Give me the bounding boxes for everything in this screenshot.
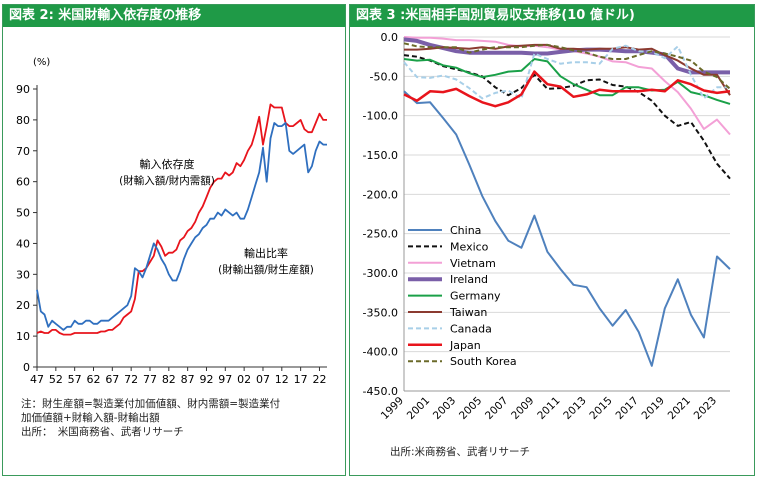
x-tick-label-15: 22 [312, 373, 326, 386]
y-tick-label-8: 80 [16, 114, 30, 127]
legend-label-taiwan: Taiwan [449, 306, 487, 319]
x-tick-label-6: 2011 [535, 395, 562, 422]
x-tick-label-9: 92 [199, 373, 213, 386]
note-line-3: 出所： 米国商務省、武者リサーチ [21, 426, 184, 438]
x-tick-label-7: 82 [162, 373, 176, 386]
x-tick-label-1: 52 [49, 373, 63, 386]
y-tick-label-0: 0.0 [381, 31, 399, 44]
y-tick-label-5: -250.0 [363, 228, 398, 241]
x-tick-label-10: 97 [218, 373, 232, 386]
y-tick-label-8: -400.0 [363, 346, 398, 359]
legend-label-mexico: Mexico [450, 240, 489, 253]
y-unit-label: (%) [33, 57, 50, 68]
x-tick-label-0: 47 [30, 373, 44, 386]
y-tick-label-5: 50 [16, 207, 30, 220]
series-line-mexico [403, 54, 731, 180]
y-tick-label-9: 90 [16, 83, 30, 96]
y-tick-label-6: 60 [16, 176, 30, 189]
panel-title-left: 図表 2: 米国財輸入依存度の推移 [3, 5, 345, 27]
y-tick-label-4: 40 [16, 237, 30, 250]
x-tick-label-12: 07 [256, 373, 270, 386]
y-tick-label-3: -150.0 [363, 149, 398, 162]
panel-trade-balance: 図表 3 :米国相手国別貿易収支推移(10 億ドル) 0.0 -50.0 -100.… [349, 4, 755, 476]
chart-trade-balance: 0.0 -50.0 -100.0 -150.0 -200.0 -250.0 -300.0 -3… [363, 31, 731, 422]
y-tick-label-3: 30 [16, 268, 30, 281]
x-tick-label-3: 2005 [457, 395, 484, 422]
x-tick-label-14: 17 [294, 373, 308, 386]
annotation-export-title: 輸出比率 [244, 246, 288, 260]
panel-import-dependency: 図表 2: 米国財輸入依存度の推移 (%) 0 10 20 30 40 50 60 70 80 90… [2, 4, 346, 476]
x-tick-label-13: 12 [275, 373, 289, 386]
note-line-2: 加価値額+財輸入額-財輸出額 [21, 412, 160, 424]
note-line-1: 注：財生産額=製造業付加価値額、財内需額=製造業付 [21, 398, 281, 410]
y-tick-label-6: -300.0 [363, 267, 398, 280]
y-tick-label-4: -200.0 [363, 188, 398, 201]
x-tick-label-8: 87 [181, 373, 195, 386]
annotation-export-subtitle: (財輸出額/財生産額) [218, 263, 314, 276]
annotation-import-title: 輸入依存度 [140, 157, 195, 171]
x-tick-label-8: 2015 [587, 395, 614, 422]
panel-title-right: 図表 3 :米国相手国別貿易収支推移(10 億ドル) [350, 5, 754, 27]
y-tick-label-9: -450.0 [363, 385, 398, 398]
legend-label-south-korea: South Korea [450, 355, 517, 368]
legend-label-germany: Germany [450, 290, 501, 303]
x-tick-label-3: 62 [86, 373, 100, 386]
legend-label-china: China [450, 224, 481, 237]
series-line-japan [403, 70, 731, 108]
series-line-ireland [403, 37, 730, 75]
series-line-import-dependency [36, 103, 327, 336]
y-tick-label-7: -350.0 [363, 306, 398, 319]
y-tick-label-2: -100.0 [363, 110, 398, 123]
x-tick-label-9: 2017 [613, 395, 640, 422]
series-line-export-ratio [36, 122, 327, 331]
x-tick-label-12: 2023 [692, 395, 719, 422]
x-tick-label-6: 77 [143, 373, 157, 386]
x-tick-label-10: 2019 [640, 395, 667, 422]
x-tick-label-11: 02 [237, 373, 251, 386]
legend-label-canada: Canada [450, 322, 492, 335]
legend-label-japan: Japan [449, 339, 481, 352]
x-tick-label-4: 67 [105, 373, 119, 386]
x-tick-label-11: 2021 [666, 395, 693, 422]
series-line-taiwan [404, 43, 731, 96]
y-tick-label-1: -50.0 [370, 70, 398, 83]
x-tick-label-7: 2013 [561, 395, 588, 422]
x-tick-label-2: 2003 [431, 395, 458, 422]
x-tick-label-5: 2009 [509, 395, 536, 422]
left-notes: 注：財生産額=製造業付加価値額、財内需額=製造業付 加価値額+財輸入額-財輸出額… [21, 397, 339, 439]
y-tick-label-0: 0 [23, 361, 30, 374]
y-tick-label-2: 20 [16, 299, 30, 312]
series-line-china [403, 90, 731, 367]
legend-label-ireland: Ireland [450, 273, 488, 286]
right-source: 出所:米商務省、武者リサーチ [390, 446, 531, 458]
series-line-canada [403, 44, 730, 100]
x-tick-label-0: 1999 [379, 395, 406, 422]
x-tick-label-1: 2001 [405, 395, 432, 422]
legend-label-vietnam: Vietnam [450, 257, 496, 270]
x-tick-label-2: 57 [68, 373, 82, 386]
x-tick-label-4: 2007 [483, 395, 510, 422]
annotation-import-subtitle: (財輸入額/財内需額) [119, 174, 215, 187]
x-tick-label-5: 72 [124, 373, 138, 386]
y-tick-label-7: 70 [16, 145, 30, 158]
chart-import-dependency: (%) 0 10 20 30 40 50 60 70 80 90 47 52 57 62 67 72 77 82 87… [16, 57, 327, 386]
y-tick-label-1: 10 [16, 330, 30, 343]
